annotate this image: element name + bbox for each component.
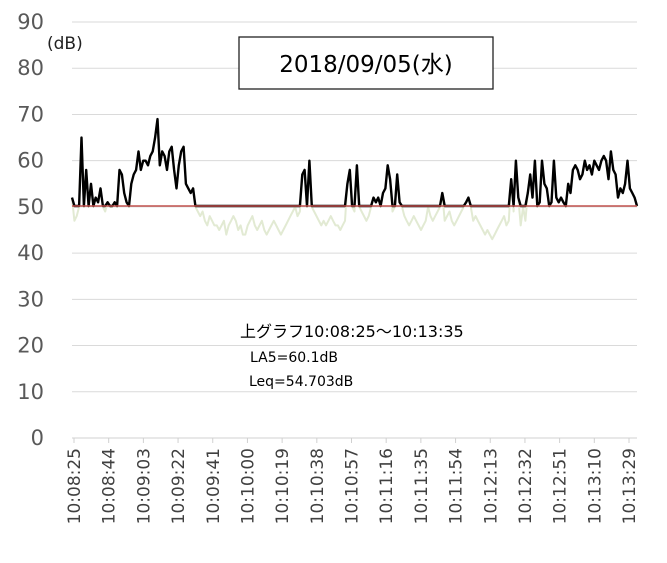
y-tick-label: 50 [17,195,44,219]
chart-title: 2018/09/05(水) [279,52,453,78]
y-tick-label: 10 [17,380,44,404]
y-tick-label: 0 [31,426,44,450]
la5-annotation: LA5=60.1dB [250,350,338,366]
y-tick-label: 80 [17,56,44,80]
x-tick-label: 10:08:44 [100,448,120,524]
x-tick-label: 10:11:35 [412,448,432,524]
x-tick-label: 10:11:16 [377,448,397,524]
x-tick-label: 10:10:57 [343,448,363,524]
x-tick-label: 10:09:22 [169,448,189,524]
x-axis-ticks: 10:08:25 10:08:44 10:09:03 10:09:22 10:09:41… [65,438,640,524]
series-line-above-threshold [70,117,639,208]
x-tick-label: 10:09:03 [134,448,154,524]
x-tick-label: 10:10:19 [273,448,293,524]
x-tick-label: 10:11:54 [447,448,467,524]
y-tick-label: 40 [17,241,44,265]
y-tick-label: 70 [17,102,44,126]
y-tick-label: 60 [17,149,44,173]
x-tick-label: 10:10:00 [238,448,258,524]
x-tick-label: 10:12:51 [551,448,571,524]
y-tick-label: 90 [17,10,44,34]
y-tick-label: 20 [17,334,44,358]
x-tick-label: 10:12:32 [516,448,536,524]
series-layer [70,117,639,241]
title-box [238,36,494,90]
y-axis-ticks: 0 10 20 30 40 50 60 70 80 90 [17,10,44,450]
x-tick-label: 10:12:13 [481,448,501,524]
x-tick-label: 10:08:25 [65,448,85,524]
x-tick-label: 10:10:38 [308,448,328,524]
y-axis-unit-label: (dB) [47,34,83,54]
leq-annotation: Leq=54.703dB [249,374,353,390]
x-tick-label: 10:13:29 [620,448,640,524]
x-tick-label: 10:13:10 [585,448,605,524]
y-tick-label: 30 [17,287,44,311]
range-annotation: 上グラフ10:08:25～10:13:35 [240,322,464,341]
x-tick-label: 10:09:41 [204,448,224,524]
